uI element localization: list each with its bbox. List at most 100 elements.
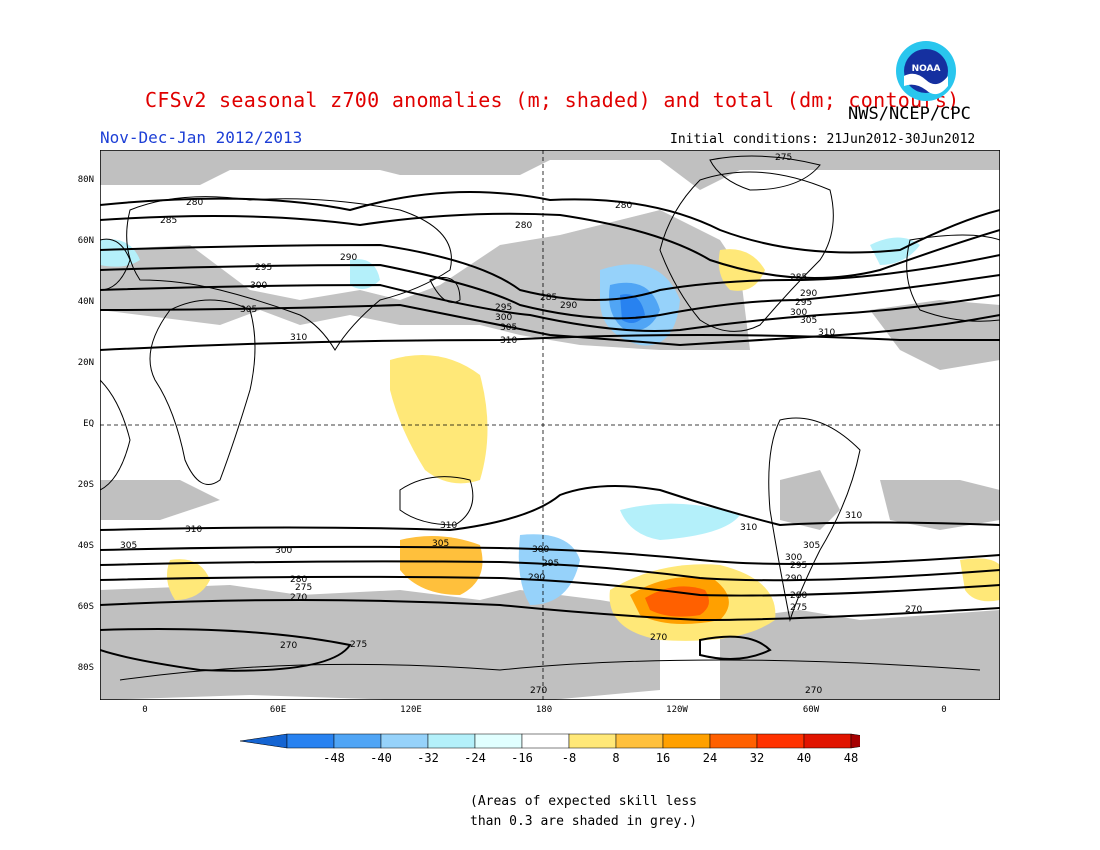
contour-label: 305 bbox=[432, 539, 449, 549]
contour-label: 280 bbox=[186, 198, 203, 208]
contour-label: 310 bbox=[185, 525, 202, 535]
contour-label: 275 bbox=[350, 640, 367, 650]
contour-label: 295 bbox=[495, 303, 512, 313]
contour-label: 280 bbox=[290, 575, 307, 585]
contour-label: 285 bbox=[540, 293, 557, 303]
agency-label: NWS/NCEP/CPC bbox=[848, 104, 971, 124]
contour-label: 305 bbox=[500, 323, 517, 333]
contour-label: 270 bbox=[650, 633, 667, 643]
contour-label: 295 bbox=[790, 561, 807, 571]
contour-label: 305 bbox=[240, 305, 257, 315]
contour-label: 305 bbox=[803, 541, 820, 551]
initial-conditions: Initial conditions: 21Jun2012-30Jun2012 bbox=[670, 132, 976, 147]
contour-label: 310 bbox=[500, 336, 517, 346]
contour-label: 270 bbox=[905, 605, 922, 615]
colorbar-swatch bbox=[756, 733, 805, 749]
contour-label: 270 bbox=[290, 593, 307, 603]
footnote-line: (Areas of expected skill less bbox=[470, 794, 697, 809]
colorbar-tick-label: 32 bbox=[750, 751, 764, 765]
z700-anomaly-map: 280 285 295 300 305 310 285 290 295 300 … bbox=[100, 150, 1000, 700]
contour-label: 300 bbox=[790, 308, 807, 318]
lon-label: 120W bbox=[666, 705, 688, 715]
contour-label: 310 bbox=[818, 328, 835, 338]
contour-label: 290 bbox=[560, 301, 577, 311]
contour-label: 310 bbox=[440, 521, 457, 531]
colorbar-tick-label: -48 bbox=[323, 751, 345, 765]
contour-label: 300 bbox=[250, 281, 267, 291]
colorbar-tick-label: -24 bbox=[464, 751, 486, 765]
contour-label: 280 bbox=[515, 221, 532, 231]
lat-label: 20S bbox=[77, 480, 94, 490]
contour-label: 285 bbox=[790, 273, 807, 283]
colorbar-tick-label: -32 bbox=[417, 751, 439, 765]
lat-label: 60N bbox=[77, 236, 94, 246]
contour-label: 280 bbox=[615, 201, 632, 211]
noaa-logo-text: NOAA bbox=[912, 64, 941, 74]
contour-label: 290 bbox=[340, 253, 357, 263]
contour-label: 300 bbox=[785, 553, 802, 563]
contour-label: 290 bbox=[800, 289, 817, 299]
contour-label: 300 bbox=[532, 545, 549, 555]
contour-label: 275 bbox=[775, 153, 792, 163]
contour-label: 310 bbox=[290, 333, 307, 343]
lon-label: 120E bbox=[400, 705, 422, 715]
contour-label: 300 bbox=[275, 546, 292, 556]
contour-label: 290 bbox=[785, 574, 802, 584]
colorbar-tick-label: 24 bbox=[703, 751, 717, 765]
lon-label: 60W bbox=[802, 705, 820, 715]
colorbar-tick-label: 16 bbox=[656, 751, 670, 765]
colorbar-tick-label: -40 bbox=[370, 751, 392, 765]
contour-label: 295 bbox=[542, 559, 559, 569]
anomaly-colorbar: -48 -40 -32 -24 -16 -8 8 16 24 32 40 48 bbox=[240, 733, 860, 765]
forecast-period: Nov-Dec-Jan 2012/2013 bbox=[100, 128, 303, 147]
lat-label: 40S bbox=[77, 541, 94, 551]
reference-lines bbox=[100, 150, 1000, 700]
colorbar-tick-label: -8 bbox=[562, 751, 576, 765]
contour-label: 295 bbox=[255, 263, 272, 273]
contour-label: 300 bbox=[495, 313, 512, 323]
contour-label: 310 bbox=[740, 523, 757, 533]
contour-label: 310 bbox=[845, 511, 862, 521]
colorbar-swatch bbox=[427, 733, 476, 749]
colorbar-tick-label: 48 bbox=[844, 751, 858, 765]
lat-label: 40N bbox=[77, 297, 94, 307]
contour-label: 275 bbox=[790, 603, 807, 613]
lat-label: 80N bbox=[77, 175, 94, 185]
contour-label: 270 bbox=[530, 686, 547, 696]
lon-label: 0 bbox=[941, 705, 947, 715]
colorbar-tick-label: 8 bbox=[612, 751, 619, 765]
colorbar-swatch bbox=[521, 733, 570, 749]
skill-footnote: (Areas of expected skill less than 0.3 a… bbox=[470, 792, 697, 832]
height-contours bbox=[100, 191, 1000, 672]
contour-label: 305 bbox=[120, 541, 137, 551]
contour-label: 295 bbox=[795, 298, 812, 308]
colorbar-swatch bbox=[709, 733, 758, 749]
colorbar-tick-label: -16 bbox=[511, 751, 533, 765]
lon-label: 60E bbox=[269, 705, 287, 715]
contour-label: 270 bbox=[805, 686, 822, 696]
colorbar-swatch bbox=[803, 733, 852, 749]
colorbar-swatch bbox=[474, 733, 523, 749]
contour-label: 285 bbox=[160, 216, 177, 226]
colorbar-swatch bbox=[615, 733, 664, 749]
colorbar-swatch bbox=[662, 733, 711, 749]
lat-label: 80S bbox=[77, 663, 94, 673]
contour-label: 305 bbox=[800, 316, 817, 326]
noaa-logo: NOAA bbox=[896, 41, 956, 101]
low-skill-shading bbox=[100, 150, 1000, 700]
lat-label: EQ bbox=[83, 419, 94, 429]
colorbar-swatch bbox=[333, 733, 382, 749]
colorbar-extension-high bbox=[850, 733, 860, 749]
footnote-line: than 0.3 are shaded in grey.) bbox=[470, 814, 697, 829]
colorbar-swatch bbox=[286, 733, 335, 749]
contour-label: 290 bbox=[528, 573, 545, 583]
lon-label: 0 bbox=[142, 705, 148, 715]
chart-title: CFSv2 seasonal z700 anomalies (m; shaded… bbox=[145, 88, 960, 112]
lat-label: 60S bbox=[77, 602, 94, 612]
colorbar-swatch bbox=[568, 733, 617, 749]
colorbar-extension-low bbox=[240, 733, 288, 749]
colorbar-swatch bbox=[380, 733, 429, 749]
contour-label: 275 bbox=[295, 583, 312, 593]
contour-label: 280 bbox=[790, 591, 807, 601]
contour-label: 270 bbox=[280, 641, 297, 651]
